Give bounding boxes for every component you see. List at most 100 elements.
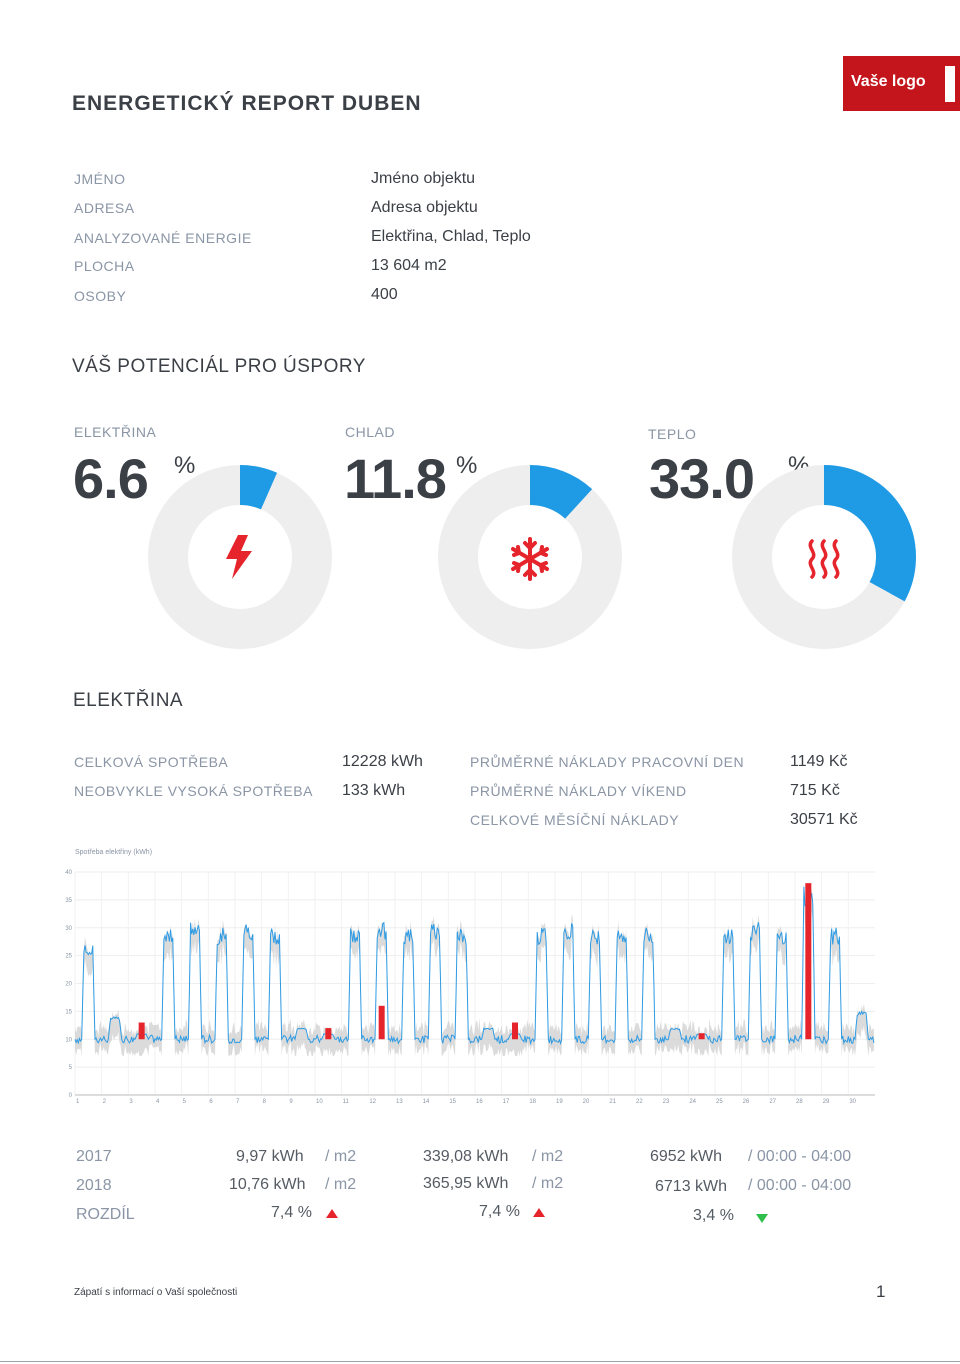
info-label-address: ADRESA [74,200,135,216]
savings-label-cold: CHLAD [345,424,395,440]
x-tick-label: 25 [716,1099,723,1105]
page-number: 1 [876,1282,886,1301]
stat-value-monthly-cost: 30571 Kč [790,811,858,828]
comparison-2018-c-unit: / 00:00 - 04:00 [748,1177,852,1194]
x-tick-label: 26 [743,1099,750,1105]
lightning-icon [226,535,252,579]
x-tick-label: 11 [343,1099,350,1105]
anomaly-mark [378,1005,385,1040]
y-tick-label: 20 [65,982,72,988]
footer-text: Zápatí s informací o Vaší společnosti [74,1287,238,1298]
x-tick-label: 22 [636,1099,643,1105]
company-logo: Vaše logo [843,56,960,111]
comparison-2018-c: 6713 kWh [655,1178,728,1195]
comparison-diff-c: 3,4 % [693,1207,734,1224]
increase-arrow-icon [326,1209,338,1218]
comparison-2017-a-unit: / m2 [325,1148,357,1165]
x-tick-label: 3 [129,1099,133,1105]
stat-label-monthly-cost: CELKOVÉ MĚSÍČNÍ NÁKLADY [470,812,680,828]
anomaly-mark [512,1022,518,1040]
comparison-2018-b: 365,95 kWh [423,1175,509,1192]
comparison-2017-b: 339,08 kWh [423,1148,509,1165]
comparison-2018-b-unit: / m2 [532,1175,564,1192]
x-tick-label: 6 [209,1099,213,1105]
chart-title: Spotřeba elektřiny (kWh) [75,849,152,856]
x-tick-label: 4 [156,1099,160,1105]
comparison-2017-c: 6952 kWh [650,1148,723,1165]
info-value-name: Jméno objektu [371,170,476,187]
anomaly-mark [325,1028,332,1040]
y-tick-label: 30 [65,926,72,932]
info-value-address: Adresa objektu [371,199,478,216]
savings-unit-electricity: % [174,452,196,479]
previous-year-band [75,880,874,1056]
electricity-heading: ELEKTŘINA [73,690,184,711]
x-tick-label: 14 [423,1099,430,1105]
stat-value-workday-cost: 1149 Kč [790,753,848,770]
y-tick-label: 5 [69,1065,73,1071]
savings-heading: VÁŠ POTENCIÁL PRO ÚSPORY [72,356,366,377]
comparison-label-2018: 2018 [76,1177,112,1194]
logo-text: Vaše logo [851,73,926,90]
x-tick-label: 12 [369,1099,376,1105]
savings-unit-cold: % [456,452,478,479]
y-tick-label: 15 [65,1009,72,1015]
x-tick-label: 1 [76,1099,80,1105]
savings-label-heat: TEPLO [648,426,697,442]
logo-bar [945,66,955,102]
comparison-diff-b: 7,4 % [479,1203,520,1220]
stat-value-weekend-cost: 715 Kč [790,782,840,799]
donut-arc-cold [529,465,593,520]
x-tick-label: 13 [396,1099,403,1105]
x-tick-label: 8 [263,1099,267,1105]
savings-value-cold: 11.8 [344,447,447,510]
comparison-2017-a: 9,97 kWh [236,1148,304,1165]
x-tick-label: 27 [769,1099,776,1105]
x-tick-label: 17 [503,1099,510,1105]
x-tick-label: 19 [556,1099,563,1105]
stat-label-workday-cost: PRŮMĚRNÉ NÁKLADY PRACOVNÍ DEN [470,754,745,770]
comparison-diff-a: 7,4 % [271,1204,312,1221]
y-tick-label: 40 [65,870,72,876]
heat-icon [808,539,840,579]
savings-value-heat: 33.0 [649,447,755,510]
stat-label-total-consumption: CELKOVÁ SPOTŘEBA [74,754,229,770]
comparison-label-diff: ROZDÍL [76,1206,135,1223]
savings-value-electricity: 6.6 [73,447,149,510]
snowflake-icon [511,537,549,581]
electricity-donut [148,465,332,649]
current-consumption-line [74,884,875,1046]
x-tick-label: 10 [316,1099,323,1105]
donut-arc-electricity [239,465,278,510]
anomaly-mark [138,1022,145,1040]
x-tick-label: 7 [236,1099,240,1105]
comparison-label-2017: 2017 [76,1148,112,1165]
comparison-2018-a-unit: / m2 [325,1176,357,1193]
anomaly-mark [805,883,812,1040]
x-tick-label: 28 [796,1099,803,1105]
info-label-energies: ANALYZOVANÉ ENERGIE [74,230,252,246]
cold-donut [438,465,622,649]
x-tick-label: 24 [689,1099,696,1105]
page-bottom-divider [0,1361,960,1362]
info-label-name: JMÉNO [74,171,126,187]
info-value-persons: 400 [371,286,398,303]
x-tick-label: 18 [529,1099,536,1105]
comparison-2017-c-unit: / 00:00 - 04:00 [748,1148,852,1165]
x-tick-label: 29 [823,1099,830,1105]
info-label-persons: OSOBY [74,288,127,304]
x-tick-label: 23 [663,1099,670,1105]
stat-value-unusual-consumption: 133 kWh [342,782,406,799]
x-tick-label: 15 [449,1099,456,1105]
stat-value-total-consumption: 12228 kWh [342,753,423,770]
donut-arc-heat [823,465,916,602]
y-tick-label: 10 [65,1037,72,1043]
info-value-energies: Elektřina, Chlad, Teplo [371,228,531,245]
x-tick-label: 21 [609,1099,616,1105]
x-tick-label: 5 [183,1099,187,1105]
report-title: ENERGETICKÝ REPORT DUBEN [72,92,422,115]
stat-label-weekend-cost: PRŮMĚRNÉ NÁKLADY VÍKEND [470,783,687,799]
x-tick-label: 30 [849,1099,856,1105]
electricity-consumption-chart: Spotřeba elektřiny (kWh) 051015202530354… [65,849,875,1105]
y-tick-label: 35 [65,898,72,904]
